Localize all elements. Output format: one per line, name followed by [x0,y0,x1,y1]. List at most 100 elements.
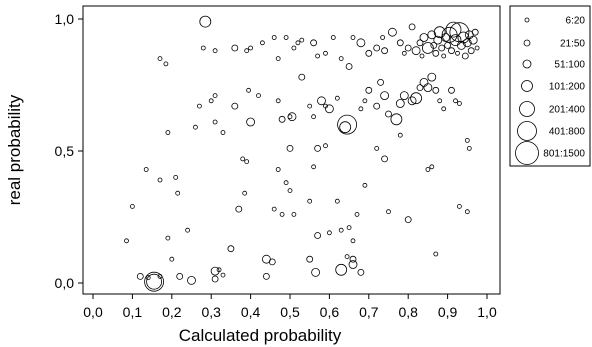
data-point [291,45,297,51]
data-point [157,177,163,183]
data-point [173,174,179,180]
data-point [165,130,171,135]
x-tick-label: 0,5 [280,304,300,320]
data-point [455,50,460,56]
plot-frame [82,5,501,295]
data-point [268,258,276,266]
data-point [456,203,462,209]
data-point [365,49,373,57]
x-tick-label: 0,3 [201,304,221,320]
data-point [437,98,443,104]
legend-symbol [519,101,535,117]
data-point [157,273,163,279]
data-point [231,102,239,110]
data-point [362,182,368,188]
data-point [350,35,356,40]
data-point [410,92,423,105]
data-point [145,275,151,281]
data-point [377,79,385,86]
data-point [449,34,462,46]
y-axis-title: real probability [5,94,24,205]
data-point [334,95,340,101]
legend-symbol [522,59,532,69]
data-point [471,28,479,36]
data-point [146,273,163,290]
data-point [311,114,317,120]
data-point [456,101,462,106]
data-point [157,56,163,61]
data-point [231,44,239,52]
legend-label: 101:200 [549,82,586,93]
data-point [404,216,412,224]
data-point [275,56,281,61]
data-point [448,86,455,94]
data-point [199,15,212,28]
data-point [448,47,455,55]
y-tick-label: 0,5 [55,143,75,159]
data-point [433,26,446,39]
data-point [411,46,421,56]
data-point [433,35,443,45]
data-point [349,255,357,263]
points-layer [124,15,480,292]
data-point [474,45,480,51]
data-point [259,40,265,46]
data-point [176,272,184,280]
data-point [136,272,144,280]
data-point [240,156,246,162]
x-axis-title: Calculated probability [179,326,342,345]
data-point [381,155,389,163]
data-point [306,255,314,263]
data-point [298,73,306,81]
data-point [310,39,318,47]
data-point [287,112,297,122]
data-point [380,91,390,100]
data-point [346,225,352,231]
data-point [317,96,326,106]
data-point [283,180,289,186]
data-point [192,124,198,130]
data-point [365,86,373,94]
data-point [242,190,248,196]
data-point [314,144,322,152]
data-point [441,53,447,59]
data-point [283,35,289,40]
data-point [200,45,206,51]
data-point [307,198,313,204]
data-point [362,98,368,104]
plot-area [82,5,501,295]
data-point [338,56,344,61]
data-point [408,23,416,31]
legend-label: 401:800 [549,127,586,138]
data-point [143,167,149,172]
data-point [427,30,437,40]
data-point [124,238,129,244]
data-point [468,35,478,45]
data-point [456,41,466,50]
data-point [358,106,364,112]
data-point [326,230,332,236]
legend-symbol [523,39,531,47]
data-point [144,271,165,292]
legend-label: 6:20 [566,16,586,27]
data-point [311,267,321,277]
x-tick-label: 0,8 [398,304,418,320]
data-point [429,164,435,170]
legend-label: 801:1500 [543,149,585,160]
data-point [407,96,417,106]
data-point [256,93,261,98]
data-point [279,211,285,217]
data-point [395,99,405,108]
data-point [348,260,358,269]
data-point [271,35,277,40]
data-point [416,39,424,47]
data-point [433,251,439,257]
data-point [397,132,403,138]
data-point [196,103,202,109]
data-point [323,143,328,149]
data-point [210,266,220,276]
data-point [464,137,470,143]
x-tick-label: 1,0 [477,304,497,320]
data-point [307,103,313,109]
